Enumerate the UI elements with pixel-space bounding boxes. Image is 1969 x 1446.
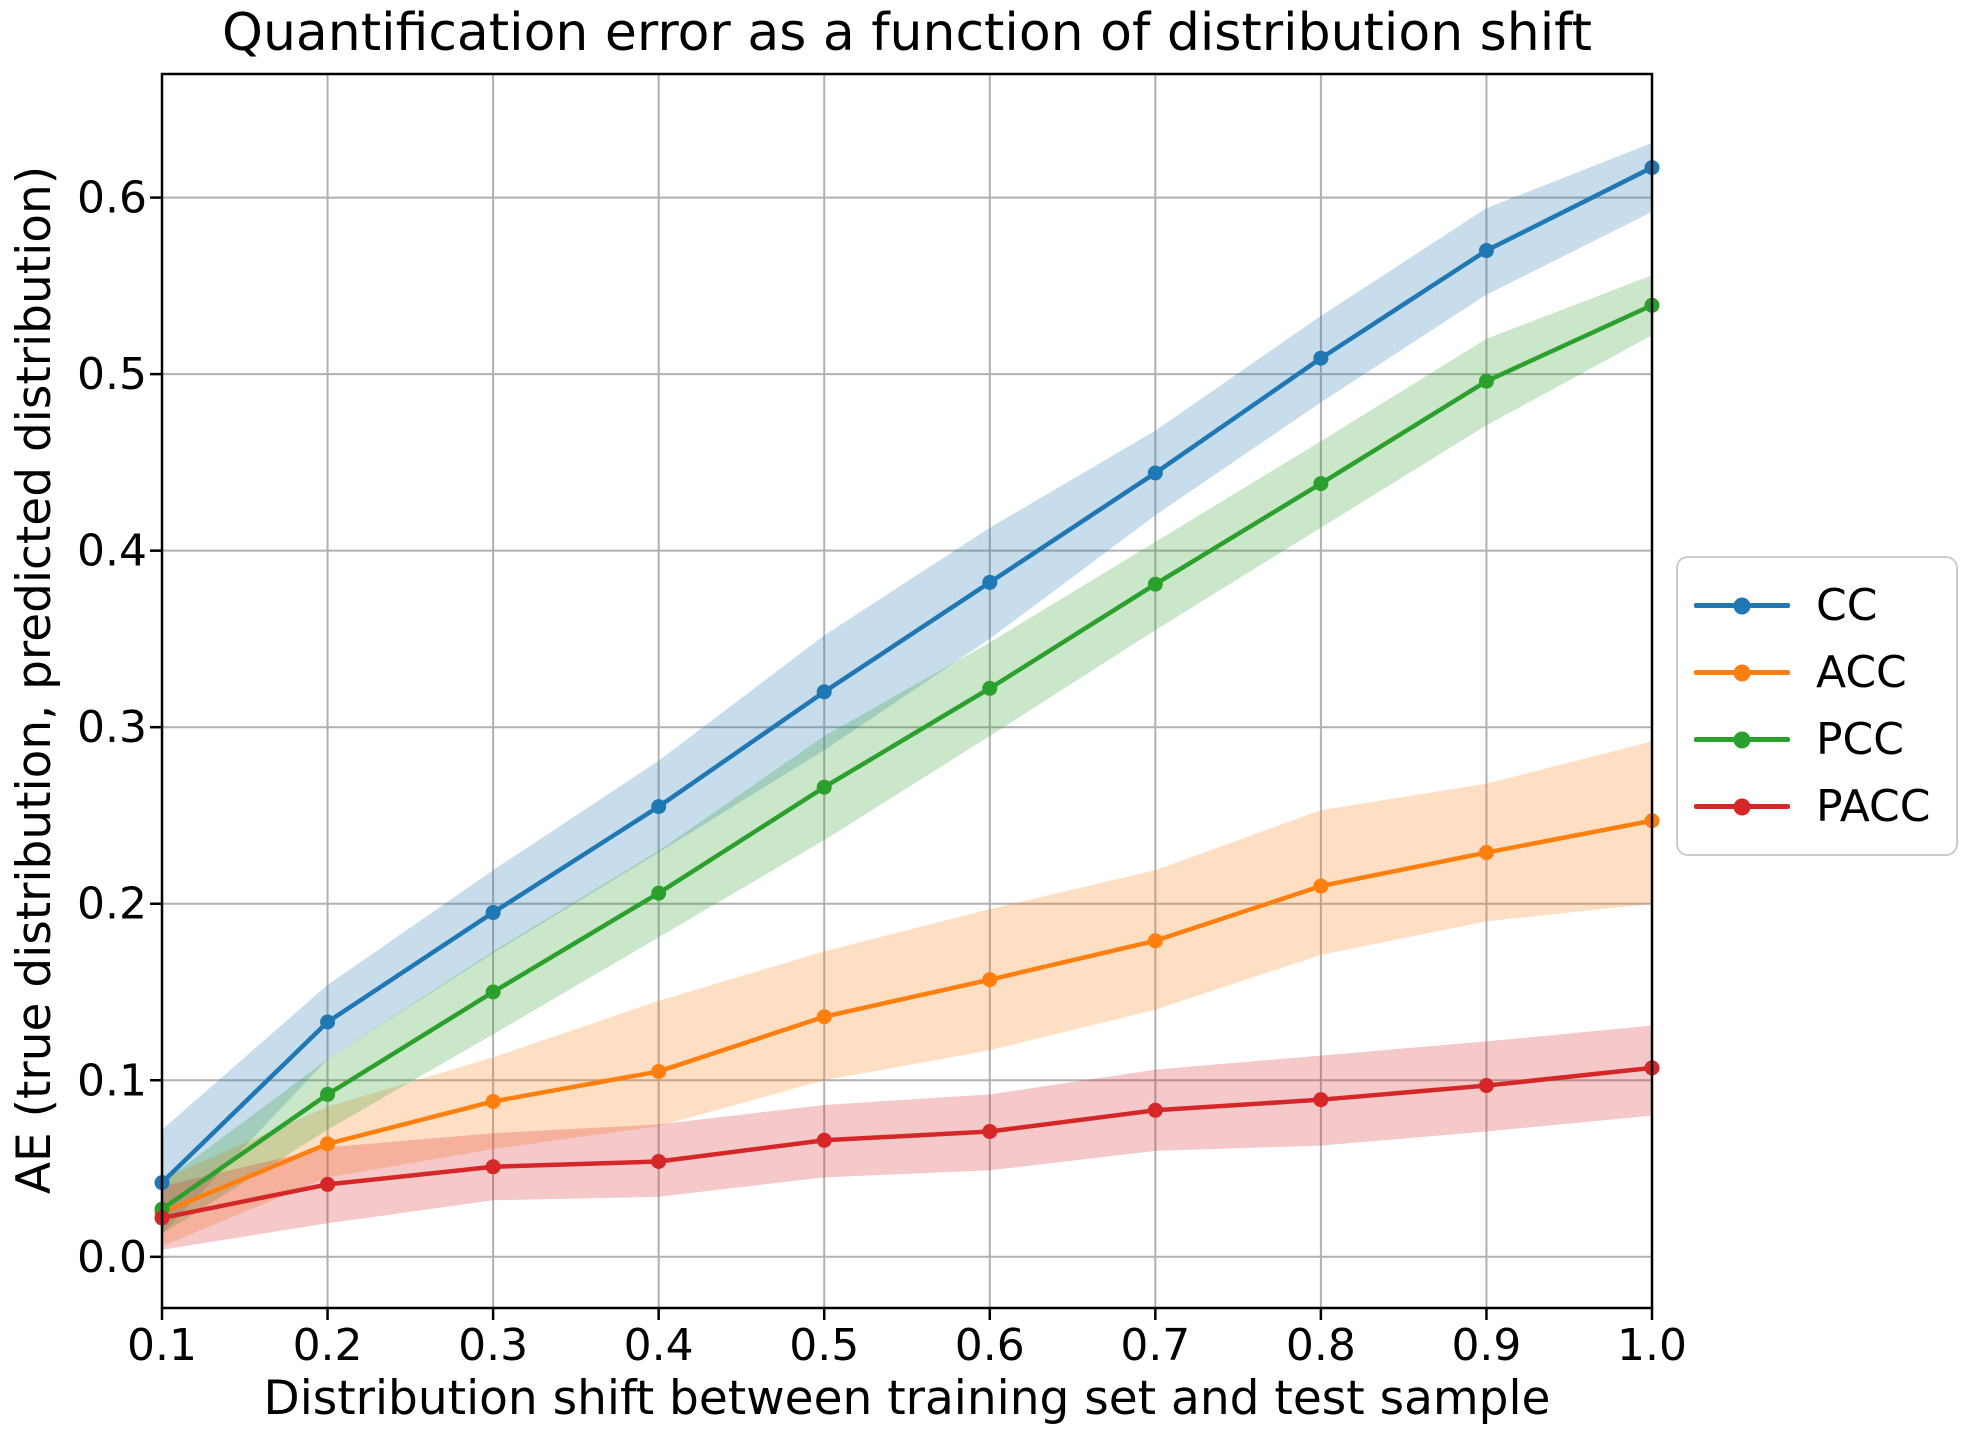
legend-marker-dot <box>1733 597 1751 614</box>
x-tick-label: 0.3 <box>458 1320 528 1371</box>
legend-label: PCC <box>1816 714 1904 765</box>
confidence-band-layer <box>162 142 1652 1250</box>
marker-pcc <box>651 885 667 901</box>
marker-pcc <box>1478 373 1494 389</box>
marker-pacc <box>320 1176 336 1192</box>
marker-acc <box>651 1063 667 1079</box>
marker-cc <box>1478 243 1494 259</box>
axes-frame-layer <box>160 72 1654 1310</box>
legend-marker-dot <box>1733 731 1751 748</box>
series-pacc <box>154 1060 1660 1226</box>
line-pcc <box>159 303 1655 1212</box>
x-tick-label: 1.0 <box>1617 1320 1687 1371</box>
marker-acc <box>320 1136 336 1152</box>
marker-pacc <box>485 1159 501 1175</box>
marker-pacc <box>1147 1102 1163 1118</box>
marker-pcc <box>1313 476 1329 492</box>
legend-label: PACC <box>1816 781 1931 832</box>
x-tick-label: 0.2 <box>293 1320 363 1371</box>
marker-pcc <box>485 984 501 1000</box>
axes-frame <box>160 72 1654 1310</box>
x-tick-label: 0.6 <box>955 1320 1025 1371</box>
legend-marker-dot <box>1733 664 1751 681</box>
y-tick-label: 0.2 <box>77 879 147 930</box>
y-tick-label: 0.5 <box>77 349 147 400</box>
marker-pacc <box>651 1153 667 1169</box>
marker-pacc <box>1478 1078 1494 1094</box>
marker-cc <box>1147 465 1163 481</box>
x-tick-label: 0.8 <box>1286 1320 1356 1371</box>
marker-cc <box>1313 350 1329 366</box>
legend-line-sample <box>1694 597 1790 614</box>
legend-label: CC <box>1816 580 1878 631</box>
marker-cc <box>320 1014 336 1030</box>
marker-cc <box>485 905 501 921</box>
y-tick-label: 0.6 <box>77 173 147 224</box>
legend-line-sample <box>1694 798 1790 815</box>
legend-item-cc: CC <box>1694 580 1956 631</box>
series-line-layer <box>154 160 1660 1226</box>
marker-acc <box>1147 933 1163 949</box>
y-tick-label: 0.1 <box>77 1055 147 1106</box>
x-tick-label: 0.5 <box>789 1320 859 1371</box>
band-cc <box>162 142 1652 1234</box>
line-acc <box>159 818 1655 1215</box>
legend-label: ACC <box>1816 647 1907 698</box>
x-tick-label: 0.7 <box>1120 1320 1190 1371</box>
marker-acc <box>485 1093 501 1109</box>
legend-item-pacc: PACC <box>1694 781 1956 832</box>
band-acc <box>162 741 1652 1247</box>
marker-pcc <box>816 779 832 795</box>
tick-layer: 0.1 0.2 0.3 0.4 0.5 0.6 0.7 0.8 0.9 1.0 0.0 0.1 0.2 0… <box>77 173 1687 1371</box>
x-tick-label: 0.1 <box>127 1320 197 1371</box>
legend-box: CC ACC PCC PACC <box>1676 556 1958 856</box>
marker-cc <box>816 684 832 700</box>
legend-line-sample <box>1694 731 1790 748</box>
series-pcc <box>154 297 1660 1217</box>
line-pacc <box>159 1065 1655 1221</box>
x-tick-label: 0.9 <box>1451 1320 1521 1371</box>
marker-cc <box>982 574 998 590</box>
band-pcc <box>162 275 1652 1234</box>
marker-acc <box>982 972 998 988</box>
y-tick-label: 0.4 <box>77 526 147 577</box>
marker-pacc <box>982 1123 998 1139</box>
y-tick-label: 0.3 <box>77 702 147 753</box>
marker-pcc <box>1147 576 1163 592</box>
legend-item-pcc: PCC <box>1694 714 1956 765</box>
y-axis-label: AE (true distribution, predicted distrib… <box>7 166 62 1194</box>
marker-acc <box>1478 845 1494 861</box>
legend-marker-dot <box>1733 798 1751 815</box>
y-tick-label: 0.0 <box>77 1232 147 1283</box>
legend-item-acc: ACC <box>1694 647 1956 698</box>
legend-line-sample <box>1694 664 1790 681</box>
marker-pcc <box>320 1086 336 1102</box>
marker-pacc <box>816 1132 832 1148</box>
x-axis-label: Distribution shift between training set … <box>264 1371 1551 1426</box>
marker-pacc <box>1313 1092 1329 1108</box>
x-tick-label: 0.4 <box>624 1320 694 1371</box>
marker-acc <box>816 1009 832 1025</box>
marker-cc <box>651 799 667 815</box>
marker-pcc <box>982 680 998 696</box>
chart-title: Quantification error as a function of di… <box>222 3 1592 63</box>
line-cc <box>159 165 1655 1185</box>
marker-acc <box>1313 878 1329 894</box>
